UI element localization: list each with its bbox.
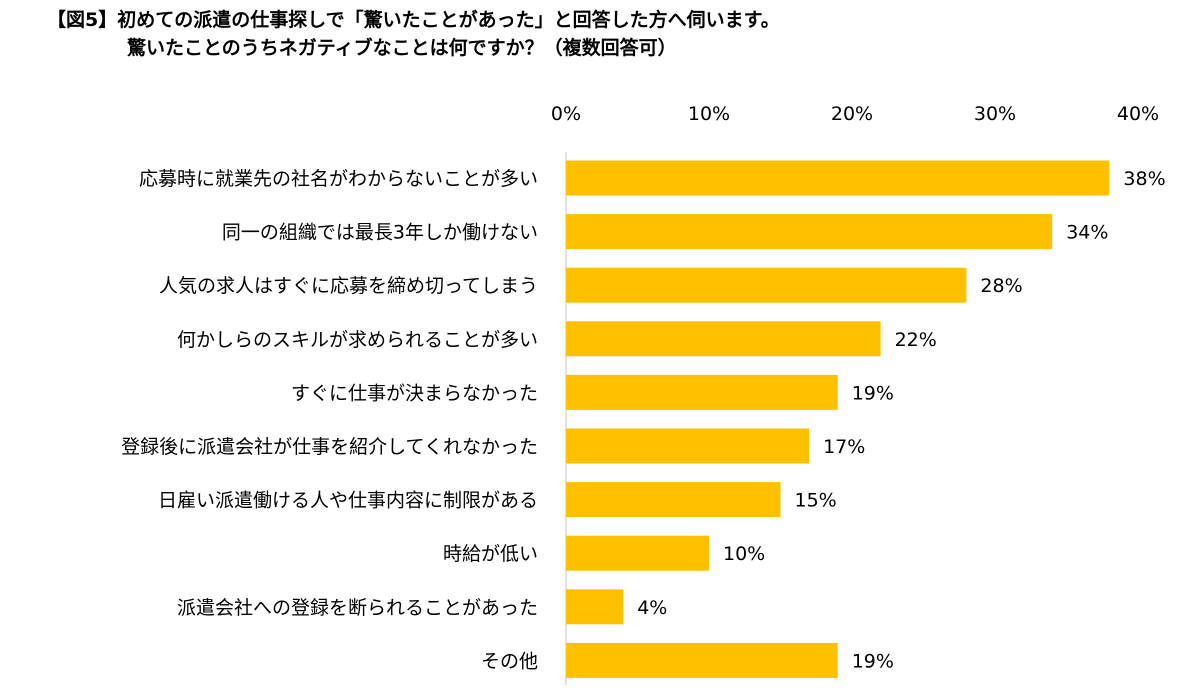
category-label: 何かしらのスキルが求められることが多い xyxy=(177,329,538,351)
bar xyxy=(566,160,1110,196)
bar xyxy=(566,589,624,625)
category-label: 日雇い派遣働ける人や仕事内容に制限がある xyxy=(158,490,538,512)
value-label: 22% xyxy=(895,329,937,351)
bar xyxy=(566,535,709,571)
chart-title-line1: 【図5】初めての派遣の仕事探しで「驚いたことがあった」と回答した方へ伺います。 xyxy=(47,9,780,31)
category-label: 時給が低い xyxy=(443,543,538,565)
category-label: 登録後に派遣会社が仕事を紹介してくれなかった xyxy=(121,436,538,458)
x-tick-label: 0% xyxy=(551,103,581,125)
value-label: 4% xyxy=(637,597,667,619)
value-label: 15% xyxy=(795,490,837,512)
category-label: 同一の組織では最長3年しか働けない xyxy=(222,222,538,244)
bar xyxy=(566,321,881,357)
value-labels: 38% 34% 28% 22% 19% 17% 15% 10% 4% 19% xyxy=(637,168,1165,672)
category-labels: 応募時に就業先の社名がわからないことが多い同一の組織では最長3年しか働けない人気… xyxy=(121,168,538,672)
chart-title-line2: 驚いたことのうちネガティブなことは何ですか？（複数回答可） xyxy=(127,37,677,59)
bar xyxy=(566,267,967,303)
category-label: 人気の求人はすぐに応募を締め切ってしまう xyxy=(159,275,538,297)
x-axis-ticks: 0% 10% 20% 30% 40% xyxy=(551,103,1159,125)
value-label: 17% xyxy=(823,436,865,458)
bars xyxy=(566,160,1110,678)
x-tick-label: 40% xyxy=(1117,103,1159,125)
bar xyxy=(566,482,781,518)
value-label: 28% xyxy=(980,275,1022,297)
x-tick-label: 30% xyxy=(974,103,1016,125)
value-label: 38% xyxy=(1123,168,1165,190)
value-label: 34% xyxy=(1066,222,1108,244)
value-label: 19% xyxy=(852,650,894,672)
category-label: すぐに仕事が決まらなかった xyxy=(291,382,538,404)
x-tick-label: 10% xyxy=(688,103,730,125)
value-label: 19% xyxy=(852,382,894,404)
bar xyxy=(566,642,838,678)
x-tick-label: 20% xyxy=(831,103,873,125)
category-label: その他 xyxy=(481,650,538,672)
category-label: 派遣会社への登録を断られることがあった xyxy=(177,597,538,619)
bar xyxy=(566,374,838,410)
value-label: 10% xyxy=(723,543,765,565)
bar xyxy=(566,214,1053,250)
bar xyxy=(566,428,810,464)
category-label: 応募時に就業先の社名がわからないことが多い xyxy=(139,168,538,190)
